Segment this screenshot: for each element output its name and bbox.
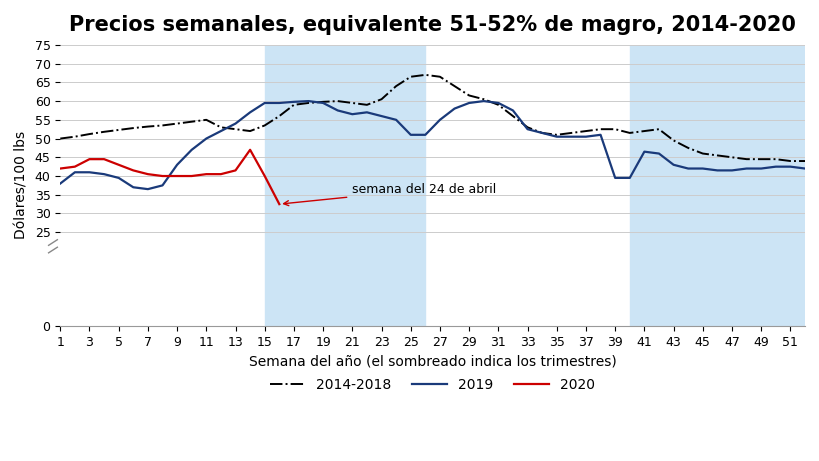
2019 <box>303 98 313 104</box>
Bar <box>265 45 425 326</box>
2014-2018 <box>522 124 532 130</box>
2019 <box>536 130 546 136</box>
Title: Precios semanales, equivalente 51-52% de magro, 2014-2020: Precios semanales, equivalente 51-52% de… <box>69 15 795 35</box>
2014-2018 <box>56 136 66 142</box>
2020 <box>245 147 255 153</box>
2014-2018 <box>405 74 415 79</box>
2020 <box>230 168 240 173</box>
2020 <box>172 173 182 179</box>
2020 <box>215 171 225 177</box>
2020 <box>260 173 269 179</box>
Text: semana del 24 de abril: semana del 24 de abril <box>283 183 496 206</box>
2019 <box>799 166 809 171</box>
2020 <box>70 164 79 170</box>
Line: 2019: 2019 <box>61 101 804 189</box>
2019 <box>143 186 152 192</box>
2019 <box>347 112 357 117</box>
2019 <box>114 175 124 181</box>
X-axis label: Semana del año (el sombreado indica los trimestres): Semana del año (el sombreado indica los … <box>248 354 616 368</box>
2020 <box>56 166 66 171</box>
2020 <box>274 201 284 207</box>
2019 <box>478 98 488 104</box>
2020 <box>114 162 124 167</box>
2014-2018 <box>420 72 430 77</box>
2020 <box>129 168 138 173</box>
Legend: 2014-2018, 2019, 2020: 2014-2018, 2019, 2020 <box>265 372 600 398</box>
Line: 2014-2018: 2014-2018 <box>61 75 804 161</box>
2020 <box>157 173 167 179</box>
2019 <box>566 134 576 139</box>
Bar <box>629 45 804 326</box>
2020 <box>99 156 109 162</box>
Y-axis label: Dólares/100 lbs: Dólares/100 lbs <box>15 131 29 239</box>
2014-2018 <box>551 132 561 137</box>
2014-2018 <box>785 158 794 164</box>
2020 <box>84 156 94 162</box>
2020 <box>201 171 211 177</box>
2019 <box>56 181 66 186</box>
Line: 2020: 2020 <box>61 150 279 204</box>
2020 <box>143 171 152 177</box>
2014-2018 <box>799 158 809 164</box>
2014-2018 <box>114 127 124 133</box>
2014-2018 <box>318 99 328 105</box>
2019 <box>435 117 445 123</box>
2020 <box>187 173 197 179</box>
2014-2018 <box>464 93 473 98</box>
